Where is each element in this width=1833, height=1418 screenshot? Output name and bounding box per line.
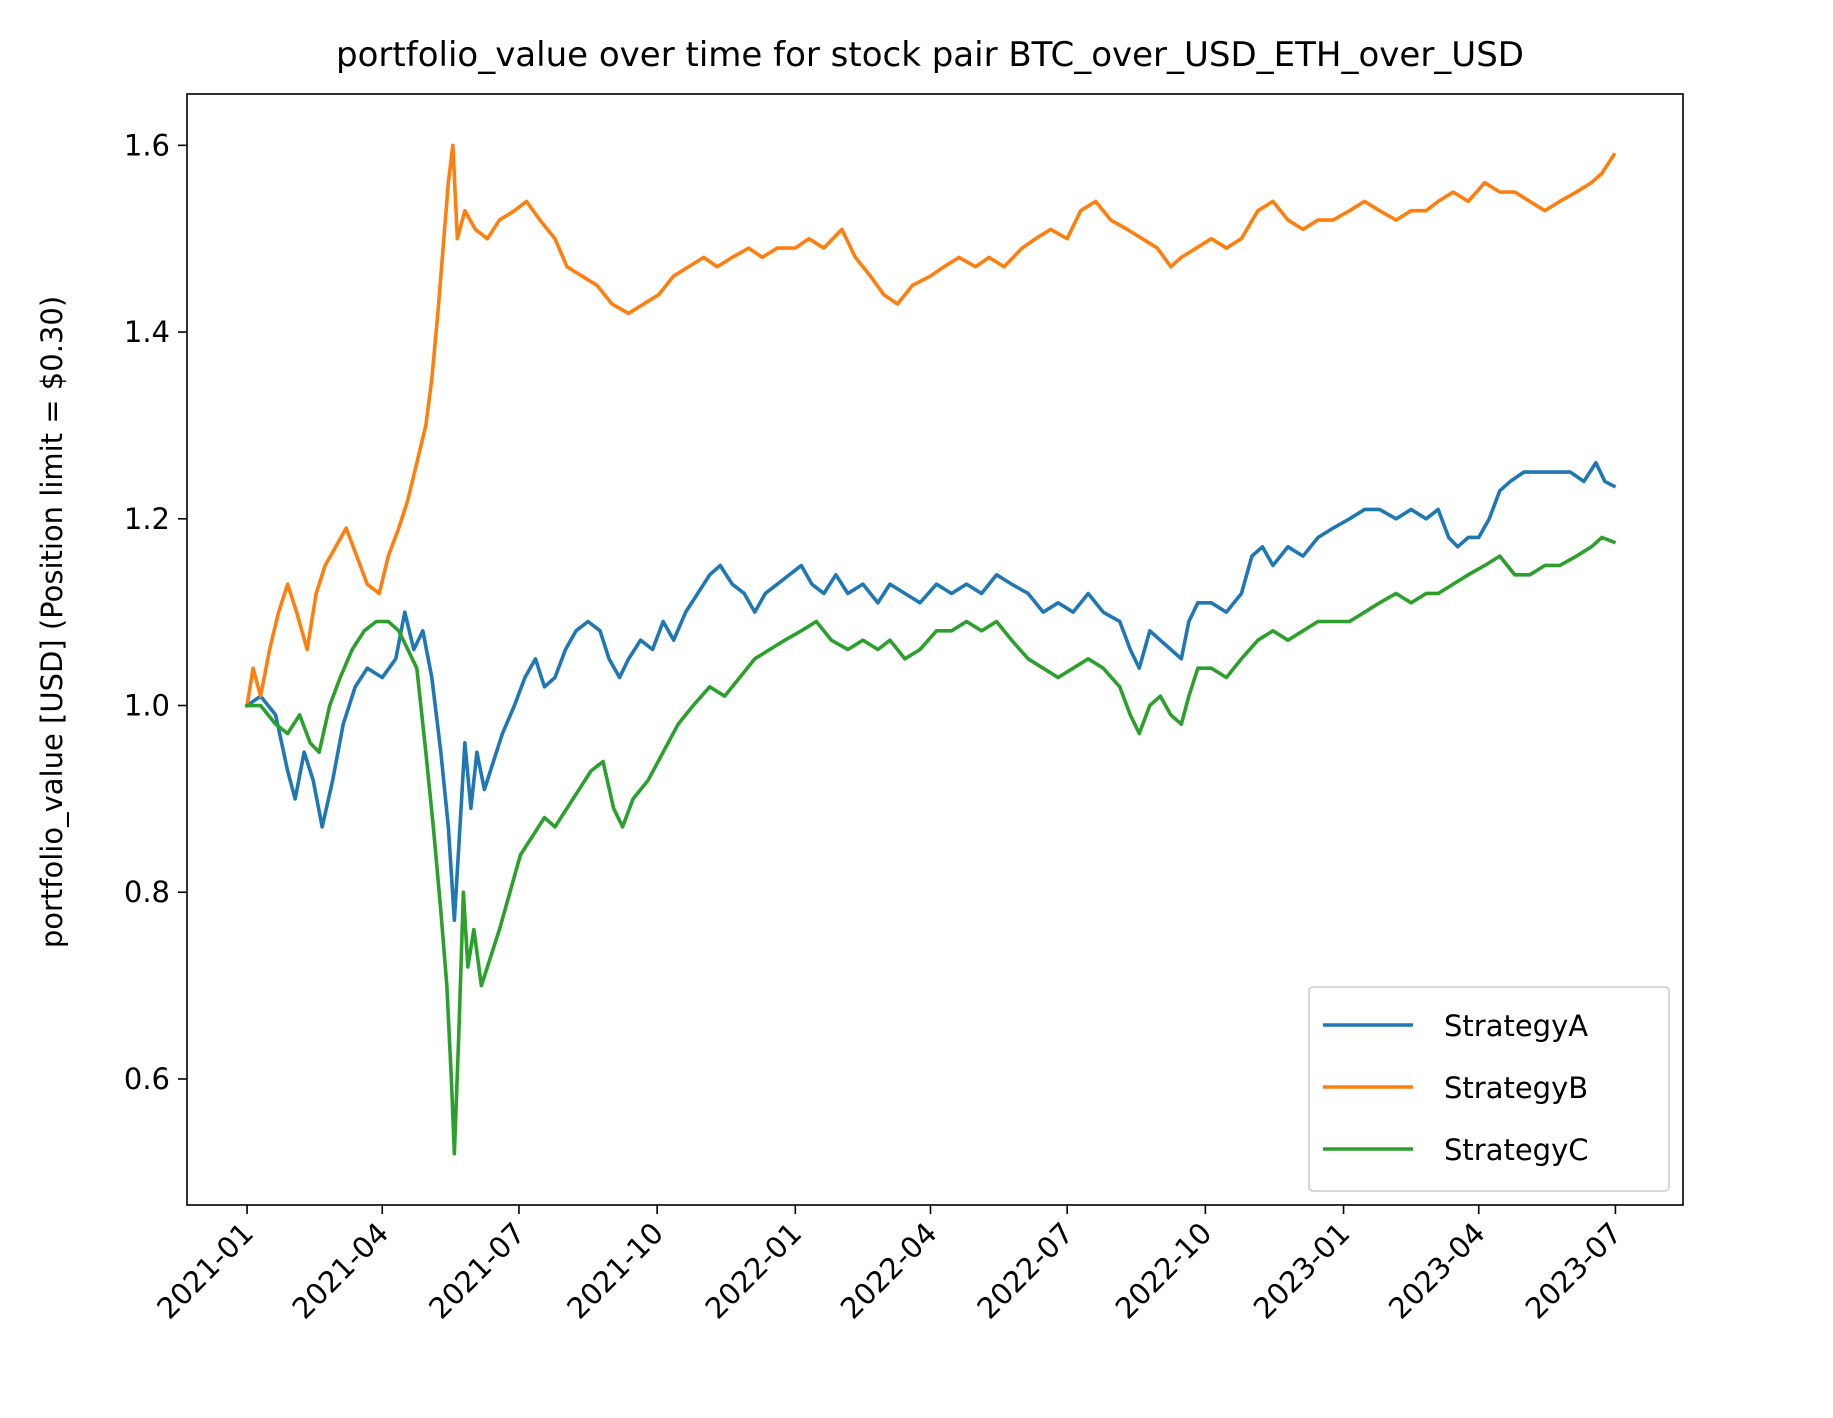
y-tick-label: 0.8 bbox=[124, 875, 170, 909]
y-tick-label: 0.6 bbox=[124, 1062, 170, 1096]
plot-area bbox=[244, 143, 1617, 1156]
legend-label-strategyc: StrategyC bbox=[1444, 1133, 1589, 1167]
legend-box bbox=[1308, 986, 1670, 1192]
series-line-strategyb bbox=[245, 143, 1617, 708]
y-axis-label: portfolio_value [USD] (Position limit = … bbox=[35, 296, 69, 948]
chart-title: portfolio_value over time for stock pair… bbox=[336, 35, 1524, 75]
y-tick-label: 1.0 bbox=[124, 689, 170, 723]
y-tick-label: 1.6 bbox=[124, 128, 170, 162]
legend: StrategyA StrategyB StrategyC bbox=[1308, 986, 1670, 1192]
series-line-strategyc bbox=[245, 535, 1617, 1156]
legend-label-strategya: StrategyA bbox=[1444, 1009, 1588, 1043]
y-tick-label: 1.2 bbox=[124, 502, 170, 536]
series-line-strategya bbox=[244, 460, 1617, 923]
y-tick-label: 1.4 bbox=[124, 315, 170, 349]
legend-label-strategyb: StrategyB bbox=[1444, 1071, 1588, 1105]
plot-frame bbox=[186, 93, 1684, 1206]
